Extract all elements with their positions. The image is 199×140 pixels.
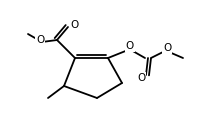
Text: O: O [137,73,145,83]
Text: O: O [36,35,44,45]
Text: O: O [70,20,78,30]
Text: O: O [163,43,171,53]
Text: O: O [126,41,134,51]
